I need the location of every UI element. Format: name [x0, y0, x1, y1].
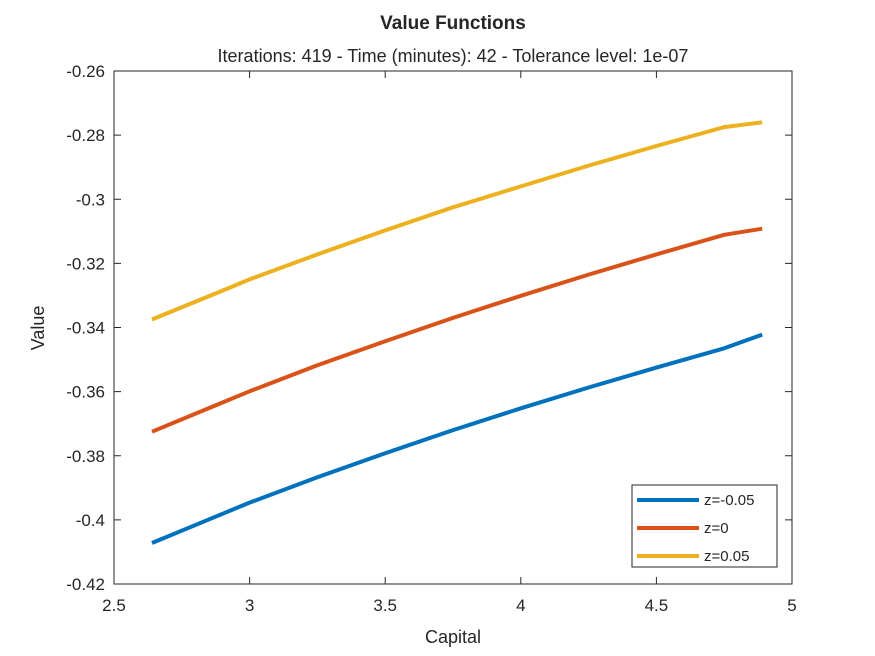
x-tick-label: 3: [245, 596, 254, 615]
series-line-z=0: [151, 226, 763, 434]
y-tick-label: -0.4: [76, 511, 105, 530]
series-line-z=-0.05: [151, 332, 763, 545]
legend-label: z=0: [704, 520, 729, 537]
y-axis-label: Value: [28, 306, 48, 351]
legend: z=-0.05 z=0 z=0.05: [631, 484, 778, 568]
legend-label: z=0.05: [704, 548, 749, 565]
x-tick-label: 4.5: [645, 596, 669, 615]
x-tick-label: 3.5: [373, 596, 397, 615]
legend-label: z=-0.05: [704, 492, 754, 509]
y-tick-label: -0.26: [66, 62, 105, 81]
series-line-z=0.05: [151, 120, 763, 322]
axis-ticks: 2.5 3 3.5 4 4.5 5 -0.42 -0.4 -0.38 -0.36 -0.34 -0.3…: [66, 62, 796, 615]
y-tick-label: -0.38: [66, 447, 105, 466]
x-axis-label: Capital: [425, 627, 481, 647]
x-tick-label: 2.5: [102, 596, 126, 615]
y-tick-label: -0.34: [66, 319, 105, 338]
y-tick-label: -0.3: [76, 190, 105, 209]
y-tick-label: -0.32: [66, 254, 105, 273]
x-tick-label: 5: [787, 596, 796, 615]
y-tick-label: -0.36: [66, 383, 105, 402]
chart-subtitle: Iterations: 419 - Time (minutes): 42 - T…: [218, 46, 689, 66]
x-tick-label: 4: [516, 596, 525, 615]
y-tick-label: -0.42: [66, 575, 105, 594]
chart-title: Value Functions: [380, 13, 526, 34]
y-tick-label: -0.28: [66, 126, 105, 145]
series-lines: [151, 120, 763, 545]
